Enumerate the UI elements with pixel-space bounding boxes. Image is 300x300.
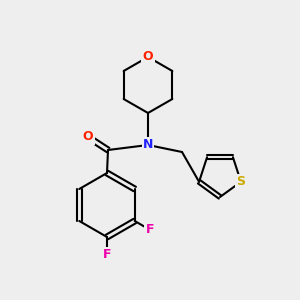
Text: O: O: [83, 130, 93, 143]
Text: O: O: [143, 50, 153, 64]
Text: F: F: [103, 248, 111, 261]
Text: S: S: [236, 175, 245, 188]
Text: N: N: [143, 139, 153, 152]
Text: F: F: [146, 223, 154, 236]
